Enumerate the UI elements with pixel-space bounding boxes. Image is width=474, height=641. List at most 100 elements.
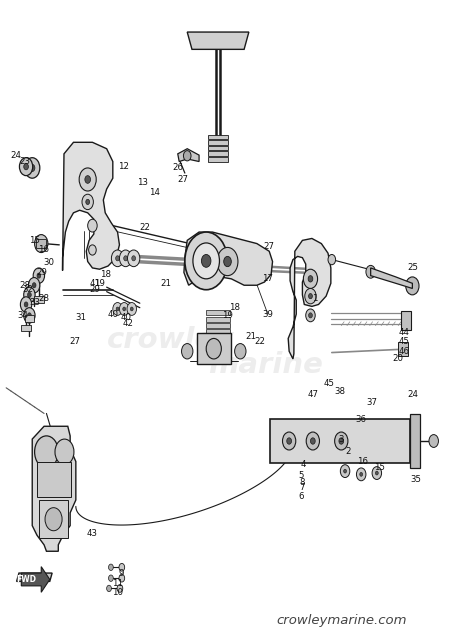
Circle shape bbox=[55, 439, 74, 465]
Text: 38: 38 bbox=[335, 387, 346, 395]
Text: 24: 24 bbox=[10, 151, 21, 160]
Polygon shape bbox=[371, 268, 412, 288]
Circle shape bbox=[32, 283, 36, 288]
Text: 30: 30 bbox=[43, 258, 55, 267]
Bar bbox=[36, 239, 46, 248]
Polygon shape bbox=[187, 32, 249, 49]
Bar bbox=[37, 462, 71, 497]
Circle shape bbox=[283, 432, 296, 450]
Circle shape bbox=[309, 294, 312, 299]
Polygon shape bbox=[17, 573, 52, 581]
Circle shape bbox=[306, 432, 319, 450]
Text: 16: 16 bbox=[38, 246, 49, 254]
Text: 29: 29 bbox=[90, 285, 100, 294]
Text: 12: 12 bbox=[118, 162, 129, 171]
Text: 32: 32 bbox=[22, 285, 33, 294]
Circle shape bbox=[242, 256, 246, 261]
Text: 28: 28 bbox=[38, 294, 50, 303]
Circle shape bbox=[235, 256, 239, 261]
Circle shape bbox=[216, 37, 220, 44]
Text: 15: 15 bbox=[28, 236, 40, 245]
Text: crowley: crowley bbox=[107, 326, 234, 354]
Bar bbox=[21, 325, 31, 331]
Circle shape bbox=[201, 254, 211, 267]
Circle shape bbox=[88, 219, 97, 232]
Circle shape bbox=[128, 250, 140, 267]
Circle shape bbox=[39, 240, 44, 247]
Text: 45: 45 bbox=[324, 379, 335, 388]
Text: 10: 10 bbox=[112, 588, 123, 597]
Text: 26: 26 bbox=[172, 163, 183, 172]
Text: 37: 37 bbox=[366, 398, 378, 407]
Text: 4: 4 bbox=[301, 460, 306, 469]
Text: 36: 36 bbox=[356, 415, 367, 424]
Text: 22: 22 bbox=[139, 223, 150, 232]
Circle shape bbox=[339, 438, 344, 444]
Text: 19: 19 bbox=[94, 279, 105, 288]
Text: 40: 40 bbox=[107, 310, 118, 319]
Circle shape bbox=[287, 438, 292, 444]
Text: 21: 21 bbox=[160, 279, 172, 288]
Bar bbox=[208, 157, 228, 162]
Text: 29: 29 bbox=[36, 268, 47, 277]
Text: marine: marine bbox=[208, 351, 323, 379]
Circle shape bbox=[366, 265, 375, 278]
Circle shape bbox=[119, 250, 132, 267]
Circle shape bbox=[182, 344, 193, 359]
Polygon shape bbox=[184, 232, 273, 285]
Bar bbox=[208, 135, 228, 139]
Text: 2: 2 bbox=[346, 447, 351, 456]
Circle shape bbox=[132, 256, 136, 261]
Circle shape bbox=[111, 250, 124, 267]
Circle shape bbox=[344, 469, 346, 473]
Text: 18: 18 bbox=[229, 303, 240, 312]
Text: 44: 44 bbox=[398, 328, 410, 337]
Text: 7: 7 bbox=[300, 483, 305, 492]
Text: 41: 41 bbox=[89, 279, 100, 288]
Circle shape bbox=[24, 302, 28, 307]
Circle shape bbox=[119, 574, 125, 582]
Text: 11: 11 bbox=[112, 579, 123, 588]
Text: 6: 6 bbox=[298, 492, 304, 501]
Circle shape bbox=[27, 313, 31, 318]
Text: 28: 28 bbox=[19, 281, 31, 290]
Circle shape bbox=[308, 276, 313, 282]
Circle shape bbox=[37, 273, 41, 278]
Circle shape bbox=[305, 288, 316, 304]
Circle shape bbox=[123, 307, 126, 311]
Circle shape bbox=[19, 158, 33, 176]
Circle shape bbox=[24, 308, 35, 323]
Text: 42: 42 bbox=[122, 319, 134, 328]
Polygon shape bbox=[21, 567, 50, 592]
Circle shape bbox=[79, 168, 96, 191]
Text: 35: 35 bbox=[410, 475, 422, 484]
Circle shape bbox=[335, 432, 348, 450]
Text: 14: 14 bbox=[148, 188, 160, 197]
Circle shape bbox=[85, 176, 91, 183]
Circle shape bbox=[360, 472, 363, 476]
Circle shape bbox=[406, 277, 419, 295]
Text: 31: 31 bbox=[75, 313, 86, 322]
Circle shape bbox=[24, 287, 35, 303]
Circle shape bbox=[20, 297, 32, 312]
Bar bbox=[401, 311, 411, 330]
Polygon shape bbox=[288, 238, 331, 359]
Text: 24: 24 bbox=[407, 390, 418, 399]
Bar bbox=[206, 329, 230, 335]
Circle shape bbox=[206, 338, 221, 359]
Circle shape bbox=[306, 309, 315, 322]
Circle shape bbox=[25, 158, 40, 178]
Text: 34: 34 bbox=[17, 311, 28, 320]
Circle shape bbox=[130, 307, 133, 311]
Bar bbox=[398, 342, 408, 356]
Text: 27: 27 bbox=[177, 175, 188, 184]
Text: 9: 9 bbox=[118, 569, 124, 578]
Circle shape bbox=[109, 575, 113, 581]
Circle shape bbox=[375, 471, 378, 475]
Text: 13: 13 bbox=[137, 178, 148, 187]
Bar bbox=[25, 315, 34, 322]
Bar bbox=[206, 323, 230, 328]
Circle shape bbox=[235, 344, 246, 359]
Circle shape bbox=[27, 292, 31, 297]
Text: 23: 23 bbox=[19, 157, 30, 166]
